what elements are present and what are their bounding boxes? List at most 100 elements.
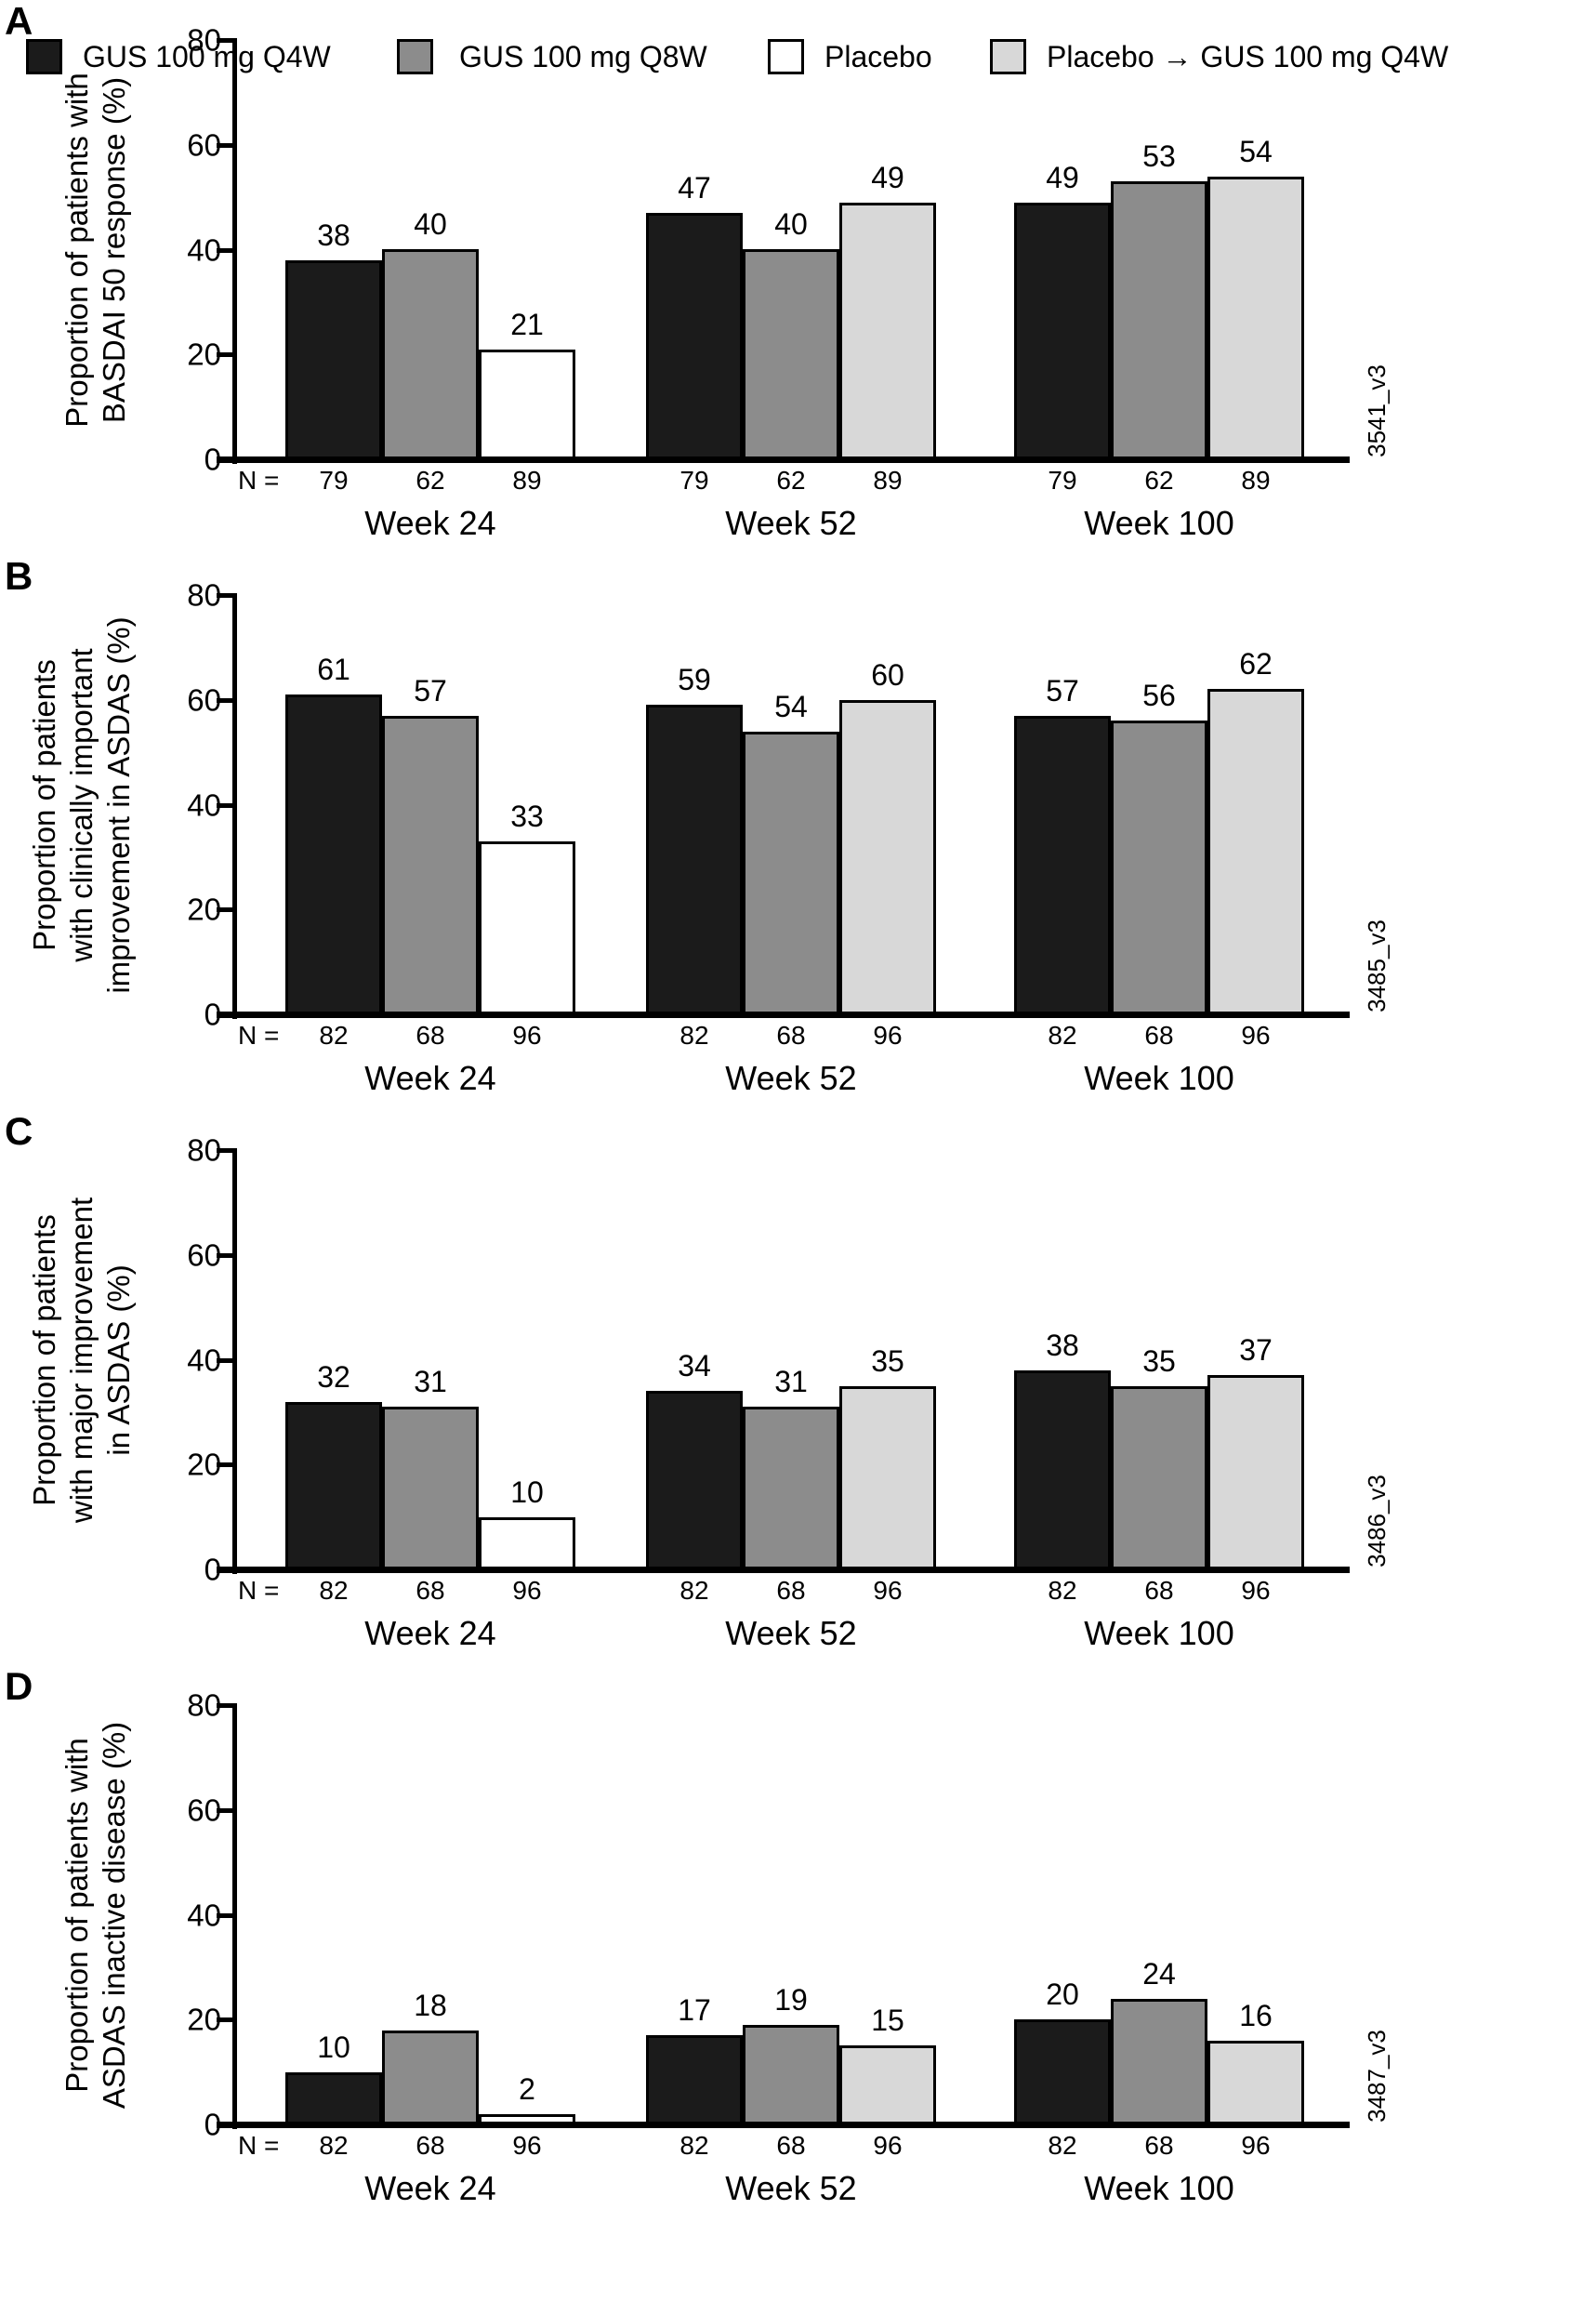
bar-q8w-week-52 xyxy=(743,732,839,1014)
y-tick-label: 20 xyxy=(187,1447,221,1482)
x-axis-line xyxy=(217,1012,1350,1018)
n-value: 96 xyxy=(873,1576,903,1605)
y-tick-label: 40 xyxy=(187,1343,221,1377)
bar-q4w-week-24 xyxy=(285,694,382,1014)
bar-q8w-week-100 xyxy=(1111,1999,1207,2124)
legend-swatch-q4w xyxy=(26,39,62,74)
n-equals-label: N = xyxy=(238,1021,280,1050)
n-equals-label: N = xyxy=(238,1576,280,1605)
bar-value-label: 57 xyxy=(1046,674,1079,708)
bar-crossover-week-100 xyxy=(1207,177,1304,459)
y-tick-mark xyxy=(217,247,235,253)
n-value: 96 xyxy=(873,1021,903,1050)
bar-value-label: 21 xyxy=(510,308,544,341)
panel-code-label: 3486_v3 xyxy=(1363,1475,1391,1568)
bar-value-label: 38 xyxy=(317,218,350,252)
n-value: 68 xyxy=(776,1021,806,1050)
legend-label-placebo: Placebo xyxy=(824,40,932,73)
n-value: 82 xyxy=(319,1021,349,1050)
n-value: 68 xyxy=(1144,1021,1174,1050)
y-tick-mark xyxy=(217,1703,235,1708)
bar-value-label: 31 xyxy=(774,1365,808,1398)
bar-value-label: 2 xyxy=(519,2072,535,2106)
n-value: 82 xyxy=(679,2131,709,2160)
bar-crossover-week-100 xyxy=(1207,1375,1304,1569)
bar-value-label: 10 xyxy=(510,1475,544,1509)
bar-q4w-week-52 xyxy=(646,1391,743,1569)
bar-value-label: 54 xyxy=(774,690,808,723)
bar-value-label: 37 xyxy=(1239,1333,1273,1367)
category-label: Week 100 xyxy=(1084,2169,1234,2207)
y-tick-mark xyxy=(217,2017,235,2023)
y-tick-label: 0 xyxy=(204,442,221,477)
bar-q8w-week-100 xyxy=(1111,721,1207,1014)
n-value: 68 xyxy=(1144,1576,1174,1605)
legend-swatch-placebo xyxy=(768,39,804,74)
bar-value-label: 24 xyxy=(1142,1957,1176,1991)
n-value: 62 xyxy=(776,466,806,495)
bar-q4w-week-52 xyxy=(646,213,743,459)
n-value: 68 xyxy=(415,1021,445,1050)
n-value: 68 xyxy=(776,1576,806,1605)
legend-swatch-crossover xyxy=(990,39,1026,74)
bar-value-label: 10 xyxy=(317,2031,350,2064)
y-tick-mark xyxy=(217,1807,235,1813)
bar-q4w-week-100 xyxy=(1014,1370,1111,1569)
bar-value-label: 33 xyxy=(510,800,544,833)
legend-swatch-q8w xyxy=(397,39,433,74)
x-axis-line xyxy=(217,1567,1350,1573)
y-tick-mark xyxy=(217,593,235,598)
panel-code-label: 3541_v3 xyxy=(1363,364,1391,457)
y-tick-label: 80 xyxy=(187,1687,221,1723)
category-label: Week 100 xyxy=(1084,504,1234,542)
y-tick-label: 20 xyxy=(187,892,221,927)
n-value: 89 xyxy=(1241,466,1271,495)
bar-value-label: 35 xyxy=(871,1344,904,1378)
panel-letter: C xyxy=(5,1109,33,1153)
bar-q8w-week-100 xyxy=(1111,1386,1207,1569)
n-value: 96 xyxy=(1241,2131,1271,2160)
bar-value-label: 49 xyxy=(1046,161,1079,194)
bar-value-label: 56 xyxy=(1142,679,1176,712)
y-tick-mark xyxy=(217,1357,235,1363)
bar-q8w-week-24 xyxy=(382,716,479,1014)
category-label: Week 24 xyxy=(364,504,496,542)
y-tick-label: 0 xyxy=(204,997,221,1032)
y-axis-title: Proportion of patients with clinically i… xyxy=(27,615,136,994)
bar-crossover-week-100 xyxy=(1207,2041,1304,2124)
y-tick-mark xyxy=(217,907,235,913)
bar-value-label: 34 xyxy=(678,1349,711,1382)
bar-value-label: 47 xyxy=(678,171,711,205)
bar-q8w-week-24 xyxy=(382,249,479,459)
category-label: Week 24 xyxy=(364,2169,496,2207)
bar-value-label: 16 xyxy=(1239,1999,1273,2032)
y-axis-title: Proportion of patients with ASDAS inacti… xyxy=(59,1721,131,2109)
category-label: Week 52 xyxy=(725,1614,857,1652)
y-tick-label: 60 xyxy=(187,127,221,163)
y-tick-label: 60 xyxy=(187,1792,221,1828)
y-tick-mark xyxy=(217,1462,235,1468)
category-label: Week 52 xyxy=(725,2169,857,2207)
bar-q8w-week-24 xyxy=(382,2031,479,2124)
bar-q4w-week-52 xyxy=(646,705,743,1014)
bar-value-label: 53 xyxy=(1142,139,1176,173)
bar-q8w-week-52 xyxy=(743,2025,839,2124)
bar-value-label: 15 xyxy=(871,2004,904,2037)
panel-letter: D xyxy=(5,1664,33,1708)
y-tick-mark xyxy=(217,38,235,43)
legend-label-q8w: GUS 100 mg Q8W xyxy=(459,40,707,73)
y-tick-label: 0 xyxy=(204,1552,221,1587)
bar-value-label: 38 xyxy=(1046,1329,1079,1362)
y-tick-mark xyxy=(217,697,235,703)
bar-value-label: 18 xyxy=(414,1989,447,2022)
n-value: 82 xyxy=(319,2131,349,2160)
category-label: Week 100 xyxy=(1084,1059,1234,1097)
n-equals-label: N = xyxy=(238,2131,280,2160)
bar-q4w-week-100 xyxy=(1014,203,1111,459)
n-value: 82 xyxy=(1048,1576,1077,1605)
x-axis-line xyxy=(217,456,1350,463)
legend-label-crossover: Placebo → GUS 100 mg Q4W xyxy=(1047,40,1449,73)
panel-letter: B xyxy=(5,554,33,598)
panel-letter: A xyxy=(5,0,33,43)
